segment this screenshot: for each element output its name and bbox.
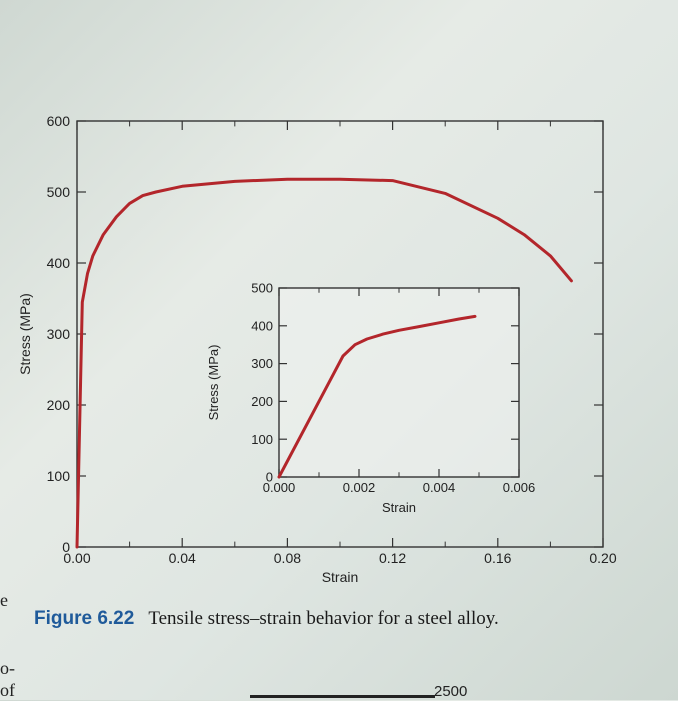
main-chart: 0.00 0.04 0.08 0.12 0.16 0.20 0 100 200 300 400 500… <box>17 113 617 585</box>
x-tick-label: 0.002 <box>343 480 376 495</box>
y-tick-label: 100 <box>47 468 71 484</box>
series-line <box>75 177 573 549</box>
x-tick-label: 0.08 <box>274 550 301 566</box>
bottom-rule <box>250 695 435 698</box>
x-axis-label: Strain <box>382 500 416 515</box>
figure-caption-text: Tensile stress–strain behavior for a ste… <box>148 608 499 629</box>
y-tick-label: 300 <box>47 326 71 342</box>
y-tick-label: 300 <box>251 356 273 371</box>
inset-chart: 0.000 0.002 0.004 0.006 0 100 200 300 400 500 Stra… <box>206 281 535 515</box>
chart-figure: 0.00 0.04 0.08 0.12 0.16 0.20 0 100 200 300 400 500… <box>17 113 617 585</box>
x-tick-label: 0.004 <box>423 480 456 495</box>
y-tick-label: 200 <box>251 394 273 409</box>
margin-text-fragment: e <box>0 590 8 610</box>
x-tick-label: 0.00 <box>63 550 90 566</box>
x-tick-label: 0.000 <box>263 480 296 495</box>
x-tick-label: 0.006 <box>503 480 536 495</box>
y-axis-label: Stress (MPa) <box>206 345 221 421</box>
y-tick-label: 600 <box>47 113 71 129</box>
y-tick-label: 200 <box>47 397 71 413</box>
y-tick-label: 100 <box>251 432 273 447</box>
margin-text-fragment: o- <box>0 658 15 678</box>
x-tick-label: 0.12 <box>379 550 406 566</box>
y-tick-label: 400 <box>47 255 71 271</box>
bottom-value: 2500 <box>434 683 468 700</box>
x-axis-label: Strain <box>322 569 359 585</box>
inset-plot-frame <box>278 287 520 478</box>
margin-text-fragment: of <box>0 680 15 700</box>
figure-label: Figure 6.22 <box>34 608 135 629</box>
series-line <box>277 314 477 479</box>
x-tick-label: 0.16 <box>484 550 511 566</box>
x-tick-label: 0.04 <box>169 550 196 566</box>
y-tick-label: 0 <box>62 539 70 555</box>
y-axis-label: Stress (MPa) <box>17 293 33 375</box>
figure-caption: Figure 6.22 Tensile stress–strain behavi… <box>34 608 654 638</box>
y-tick-label: 400 <box>251 318 273 333</box>
y-tick-label: 500 <box>47 184 71 200</box>
x-tick-label: 0.20 <box>589 550 616 566</box>
y-tick-label: 0 <box>266 470 273 485</box>
y-tick-label: 500 <box>251 281 273 296</box>
